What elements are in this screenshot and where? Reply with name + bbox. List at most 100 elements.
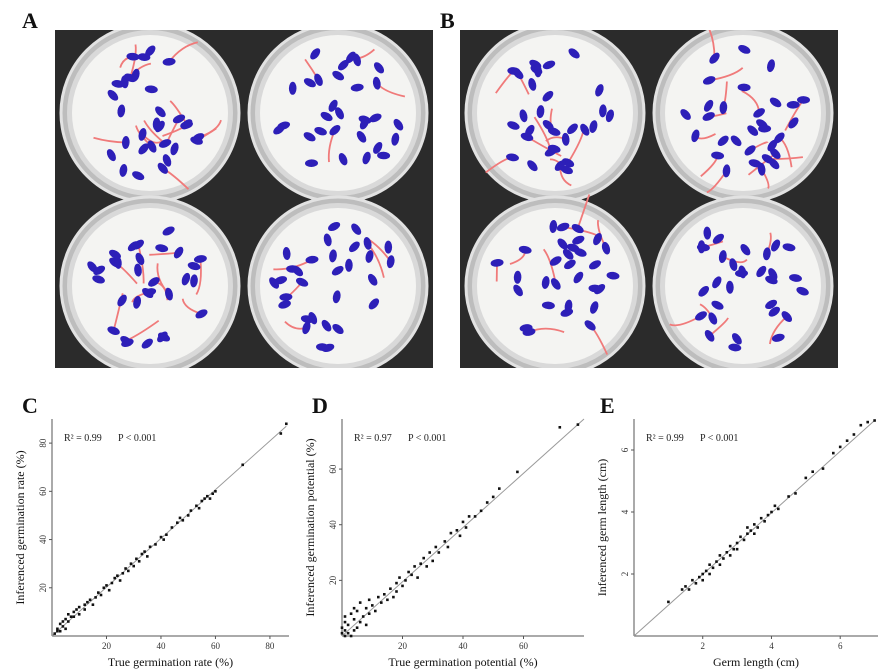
- seed: [557, 238, 568, 250]
- seed: [722, 164, 731, 178]
- seed: [363, 237, 372, 250]
- seed: [729, 258, 738, 271]
- x-tick-label: 40: [459, 641, 469, 651]
- seed: [768, 158, 780, 170]
- fit-line: [341, 418, 585, 637]
- seed: [703, 99, 714, 112]
- seed: [162, 226, 175, 236]
- data-point: [203, 497, 206, 500]
- data-point: [416, 576, 419, 579]
- seed: [542, 120, 554, 131]
- seed: [536, 105, 545, 119]
- seed: [561, 132, 570, 146]
- seed: [560, 165, 573, 175]
- data-point: [77, 613, 81, 616]
- seed: [133, 295, 142, 309]
- seed: [303, 132, 316, 142]
- y-tick-label: 20: [38, 583, 48, 593]
- seed: [680, 109, 691, 120]
- seed: [131, 68, 140, 82]
- seed: [567, 123, 578, 135]
- seed: [528, 78, 537, 91]
- data-point: [53, 632, 56, 635]
- petri-dishes-b: [464, 30, 834, 368]
- data-point: [352, 606, 356, 610]
- seed: [782, 243, 796, 252]
- data-point: [61, 625, 65, 628]
- data-point: [352, 629, 356, 632]
- data-point: [395, 590, 398, 593]
- p-value-label: P < 0.001: [118, 433, 156, 444]
- data-point: [241, 463, 244, 467]
- seed: [740, 244, 751, 256]
- data-point: [722, 557, 725, 560]
- data-point: [200, 499, 204, 503]
- seed: [277, 121, 291, 130]
- data-point: [866, 420, 869, 424]
- data-point: [56, 629, 59, 633]
- seed: [321, 319, 332, 332]
- data-point: [343, 634, 347, 638]
- seed: [170, 142, 179, 156]
- seed: [696, 243, 710, 252]
- seed: [534, 64, 542, 78]
- data-point: [431, 559, 434, 563]
- petri-dish: [652, 30, 834, 204]
- seed: [594, 284, 606, 295]
- x-tick-label: 60: [211, 641, 221, 651]
- data-point: [189, 509, 193, 512]
- seed: [193, 255, 207, 263]
- data-point: [64, 627, 67, 631]
- seed: [709, 52, 720, 64]
- data-point: [113, 576, 116, 580]
- data-point: [72, 615, 76, 618]
- seed: [695, 311, 707, 321]
- data-point: [75, 608, 78, 611]
- seed: [712, 233, 724, 244]
- seed: [765, 299, 778, 310]
- x-tick-label: 80: [265, 641, 275, 651]
- data-point: [667, 600, 670, 604]
- seed: [181, 272, 191, 286]
- seed: [135, 252, 145, 266]
- seed: [571, 224, 584, 234]
- data-point: [759, 516, 763, 520]
- data-point: [704, 569, 708, 573]
- data-point: [811, 470, 814, 473]
- seed: [573, 271, 584, 284]
- seed: [121, 136, 130, 149]
- panel-label-e: E: [600, 393, 615, 418]
- y-axis-label: Inferenced germination rate (%): [13, 450, 27, 604]
- seed: [332, 323, 344, 335]
- seed: [314, 73, 323, 86]
- data-point: [392, 595, 395, 599]
- data-point: [340, 631, 344, 635]
- seed: [730, 135, 742, 147]
- data-point: [181, 519, 185, 522]
- seed: [580, 123, 590, 136]
- data-point: [763, 520, 766, 523]
- data-point: [343, 629, 347, 632]
- data-point: [349, 612, 353, 615]
- seed: [356, 130, 367, 143]
- scatter-chart-e: 2 4 6 2 4 6 R² = 0.99 P < 0.001 Germ length (cm)…: [595, 419, 878, 669]
- seed: [541, 301, 555, 310]
- seed: [121, 338, 134, 348]
- y-tick-label: 60: [38, 486, 48, 496]
- seed: [560, 308, 574, 317]
- data-point: [67, 613, 70, 616]
- data-point: [516, 470, 519, 474]
- data-point: [437, 551, 441, 554]
- data-point: [67, 620, 70, 623]
- data-point: [389, 587, 392, 590]
- seed: [332, 290, 341, 304]
- data-point: [83, 603, 86, 606]
- p-value-label: P < 0.001: [408, 433, 446, 444]
- seed: [547, 144, 561, 153]
- seed: [305, 255, 319, 264]
- seed: [148, 277, 160, 287]
- data-point: [148, 545, 152, 549]
- data-point: [343, 615, 347, 618]
- data-point: [404, 579, 407, 582]
- data-point: [770, 510, 773, 514]
